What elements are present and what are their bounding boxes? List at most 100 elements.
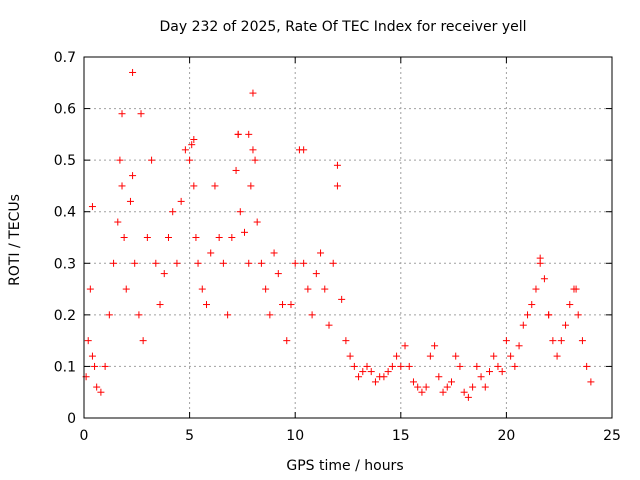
data-point	[431, 342, 439, 350]
data-point	[350, 362, 358, 370]
data-point	[312, 270, 320, 278]
data-point	[257, 259, 265, 267]
data-point	[473, 362, 481, 370]
data-point	[97, 388, 105, 396]
data-point	[557, 337, 565, 345]
data-point	[562, 321, 570, 329]
data-point	[228, 234, 236, 241]
data-point	[245, 130, 253, 138]
data-point	[219, 259, 227, 267]
data-point	[241, 228, 249, 236]
data-point	[266, 311, 274, 319]
y-tick-label: 0.3	[54, 256, 76, 272]
data-point	[120, 234, 128, 241]
data-point	[126, 197, 134, 205]
chart-title: Day 232 of 2025, Rate Of TEC Index for r…	[159, 19, 526, 35]
x-tick-label: 5	[185, 428, 194, 444]
data-point	[207, 249, 215, 257]
data-point	[371, 378, 379, 386]
data-point	[110, 259, 118, 267]
data-point	[333, 161, 341, 169]
data-point	[359, 368, 367, 376]
data-point	[202, 301, 210, 309]
data-point	[409, 378, 417, 386]
data-point	[498, 368, 506, 376]
data-point	[393, 352, 401, 360]
data-point	[566, 301, 574, 309]
data-point	[245, 259, 253, 267]
x-tick-label: 15	[392, 428, 410, 444]
data-point	[190, 182, 198, 190]
data-point	[511, 362, 519, 370]
data-point	[86, 285, 94, 293]
data-point	[388, 362, 396, 370]
data-point	[317, 249, 325, 257]
data-point	[262, 285, 270, 293]
data-point	[194, 259, 202, 267]
data-point	[291, 259, 299, 267]
data-point	[118, 182, 126, 190]
data-point	[405, 362, 413, 370]
data-point	[414, 383, 422, 391]
data-point	[308, 311, 316, 319]
data-point	[355, 373, 363, 381]
data-point	[274, 270, 282, 278]
data-point	[139, 337, 147, 345]
data-point	[481, 383, 489, 391]
data-point	[443, 383, 451, 391]
grid-layer	[84, 57, 612, 418]
y-axis-label: ROTI / TECUs	[7, 194, 23, 286]
y-tick-label: 0.5	[54, 153, 76, 169]
data-point	[477, 373, 485, 381]
data-point	[287, 301, 295, 309]
data-point	[528, 301, 536, 309]
data-point	[181, 146, 189, 154]
data-point	[545, 311, 553, 319]
y-tick-label: 0.7	[54, 50, 76, 66]
data-point	[249, 146, 257, 154]
data-point	[114, 218, 122, 226]
data-point	[300, 146, 308, 154]
data-point	[338, 295, 346, 303]
data-point	[131, 259, 139, 267]
data-point	[93, 383, 101, 391]
data-point	[143, 234, 151, 241]
data-point	[325, 321, 333, 329]
data-point	[574, 311, 582, 319]
data-point	[426, 352, 434, 360]
data-point	[118, 110, 126, 118]
data-point	[192, 234, 200, 241]
data-point	[494, 362, 502, 370]
data-point	[88, 203, 96, 211]
data-point	[236, 208, 244, 216]
y-tick-label: 0	[67, 411, 76, 427]
data-point	[211, 182, 219, 190]
x-axis-label: GPS time / hours	[286, 458, 403, 474]
data-point	[456, 362, 464, 370]
data-point	[418, 388, 426, 396]
plot-frame	[83, 56, 613, 419]
data-point	[156, 301, 164, 309]
data-point	[422, 383, 430, 391]
data-point	[160, 270, 168, 278]
data-point	[270, 249, 278, 257]
data-point	[105, 311, 113, 319]
data-point	[129, 68, 137, 76]
data-point	[540, 275, 548, 283]
y-tick-label: 0.6	[54, 102, 76, 118]
data-point	[173, 259, 181, 267]
data-point	[524, 311, 532, 319]
data-point	[279, 301, 287, 309]
data-point	[283, 337, 291, 345]
data-point	[452, 352, 460, 360]
data-point	[460, 388, 468, 396]
data-point	[490, 352, 498, 360]
data-point	[578, 337, 586, 345]
data-point	[251, 156, 259, 164]
data-point	[549, 337, 557, 345]
data-point	[164, 234, 172, 241]
data-point	[300, 259, 308, 267]
data-point	[247, 182, 255, 190]
